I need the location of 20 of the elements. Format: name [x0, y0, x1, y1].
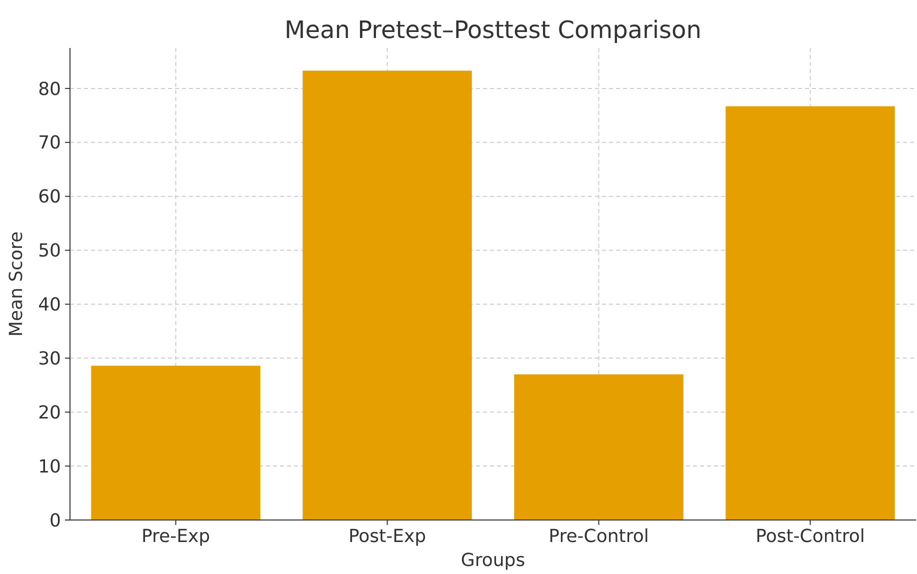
bar [302, 70, 472, 520]
y-tick-label: 20 [38, 402, 61, 424]
x-tick-label: Post-Control [756, 526, 865, 547]
bar [726, 106, 895, 520]
y-tick-label: 40 [38, 294, 61, 316]
y-tick-label: 50 [38, 240, 61, 262]
y-tick-label: 10 [38, 456, 61, 478]
x-axis-title: Groups [460, 550, 526, 571]
y-axis-title: Mean Score [6, 231, 27, 337]
x-tick-label: Post-Exp [348, 526, 426, 547]
y-tick-label: 60 [38, 186, 61, 208]
chart-title: Mean Pretest–Posttest Comparison [284, 16, 702, 44]
y-tick-label: 80 [38, 78, 61, 100]
bar [91, 366, 260, 520]
y-tick-label: 70 [38, 132, 61, 154]
x-tick-label: Pre-Exp [141, 526, 210, 547]
bar [514, 374, 684, 520]
x-tick-label: Pre-Control [548, 526, 649, 547]
y-tick-label: 30 [38, 348, 61, 370]
y-tick-label: 0 [50, 510, 61, 532]
